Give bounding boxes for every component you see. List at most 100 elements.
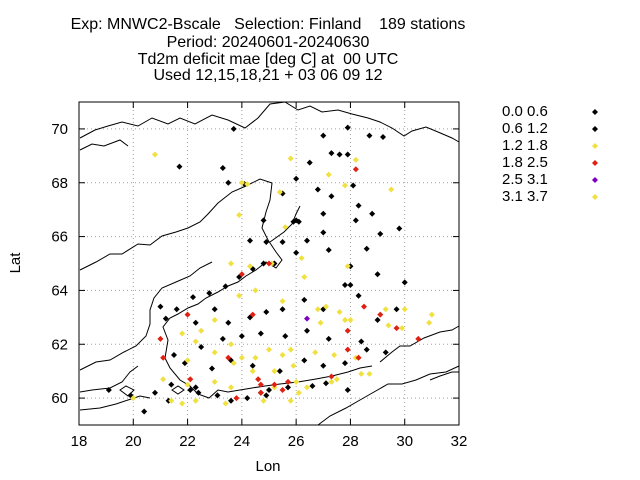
y-tick-label: 66 — [51, 229, 68, 246]
station-point — [192, 397, 199, 404]
station-point — [342, 360, 348, 367]
station-point — [230, 360, 237, 367]
station-point — [152, 151, 158, 158]
y-tick-label: 68 — [51, 175, 68, 192]
station-point — [290, 362, 297, 369]
legend-label: 0.6 1.2 — [502, 120, 548, 137]
station-point — [352, 217, 359, 224]
station-point — [374, 271, 381, 278]
station-point — [293, 378, 300, 385]
station-point — [287, 155, 294, 162]
station-point — [247, 237, 253, 244]
station-point — [342, 182, 348, 189]
station-point — [279, 352, 286, 359]
station-point — [279, 306, 286, 313]
chart-title: Exp: MNWC2-Bscale Selection: Finland 189… — [70, 16, 466, 33]
station-point — [344, 124, 351, 131]
station-point — [295, 218, 302, 225]
station-point — [388, 186, 395, 193]
station-point — [301, 296, 308, 303]
station-point — [320, 229, 327, 236]
station-point — [328, 150, 335, 157]
station-point — [350, 182, 357, 189]
station-point — [301, 273, 308, 280]
x-tick-label: 20 — [125, 433, 142, 450]
station-point — [266, 346, 272, 353]
axes-frame — [78, 101, 460, 426]
station-point — [187, 376, 194, 383]
station-point — [355, 292, 362, 299]
station-point — [252, 287, 259, 294]
station-point — [219, 335, 226, 342]
station-point — [168, 381, 175, 388]
station-point — [168, 397, 175, 404]
station-point — [244, 181, 251, 188]
station-point — [195, 389, 202, 396]
legend-label: 1.8 2.5 — [502, 154, 548, 171]
station-point — [157, 303, 164, 310]
station-point — [314, 306, 321, 313]
station-point — [214, 392, 221, 399]
chart-period: Period: 20240601-20240630 — [166, 34, 370, 51]
station-point — [179, 330, 186, 337]
station-point — [238, 333, 245, 340]
station-point — [366, 370, 373, 377]
station-point — [130, 395, 137, 402]
station-point — [228, 260, 234, 267]
station-point — [222, 283, 229, 290]
station-point — [342, 282, 348, 289]
station-point — [317, 319, 324, 326]
legend-marker — [592, 109, 598, 115]
station-point — [225, 319, 232, 326]
station-point — [263, 308, 270, 315]
station-point — [238, 179, 245, 186]
station-point — [225, 179, 232, 186]
x-tick-label: 22 — [179, 433, 196, 450]
station-point — [198, 343, 205, 350]
station-point — [209, 365, 215, 372]
station-point — [184, 311, 191, 318]
station-point — [377, 311, 384, 318]
station-point — [369, 210, 376, 217]
station-point — [287, 346, 294, 353]
y-axis-label: Lat — [7, 252, 24, 274]
station-point — [325, 247, 332, 254]
station-point — [320, 362, 327, 369]
legend-label: 3.1 3.7 — [502, 188, 548, 205]
station-point — [173, 306, 180, 313]
station-point — [160, 354, 167, 361]
legend-marker — [592, 126, 598, 132]
station-point — [396, 225, 403, 232]
station-point — [325, 335, 332, 342]
station-point — [276, 189, 283, 196]
station-point — [257, 330, 264, 337]
station-point — [342, 317, 348, 324]
station-point — [192, 319, 199, 326]
station-point — [266, 260, 272, 267]
station-point — [249, 362, 256, 369]
y-tick-label: 60 — [51, 390, 68, 407]
station-point — [352, 166, 359, 173]
station-point — [361, 303, 367, 310]
station-point — [382, 306, 389, 313]
station-point — [257, 389, 264, 396]
x-tick-label: 26 — [288, 433, 305, 450]
station-point — [141, 408, 148, 415]
station-point — [255, 376, 262, 383]
station-point — [276, 368, 283, 375]
station-point — [222, 400, 229, 407]
station-point — [184, 357, 191, 364]
station-point — [358, 338, 365, 345]
station-point — [347, 317, 354, 324]
station-point — [105, 387, 112, 394]
station-point — [282, 224, 289, 231]
station-point — [249, 368, 256, 375]
station-point — [285, 384, 291, 391]
x-tick-label: 18 — [71, 433, 88, 450]
station-point — [252, 354, 259, 361]
x-tick-label: 32 — [451, 433, 468, 450]
station-point — [293, 249, 300, 256]
station-point — [152, 389, 158, 396]
station-point — [363, 346, 370, 353]
station-point — [206, 290, 213, 297]
